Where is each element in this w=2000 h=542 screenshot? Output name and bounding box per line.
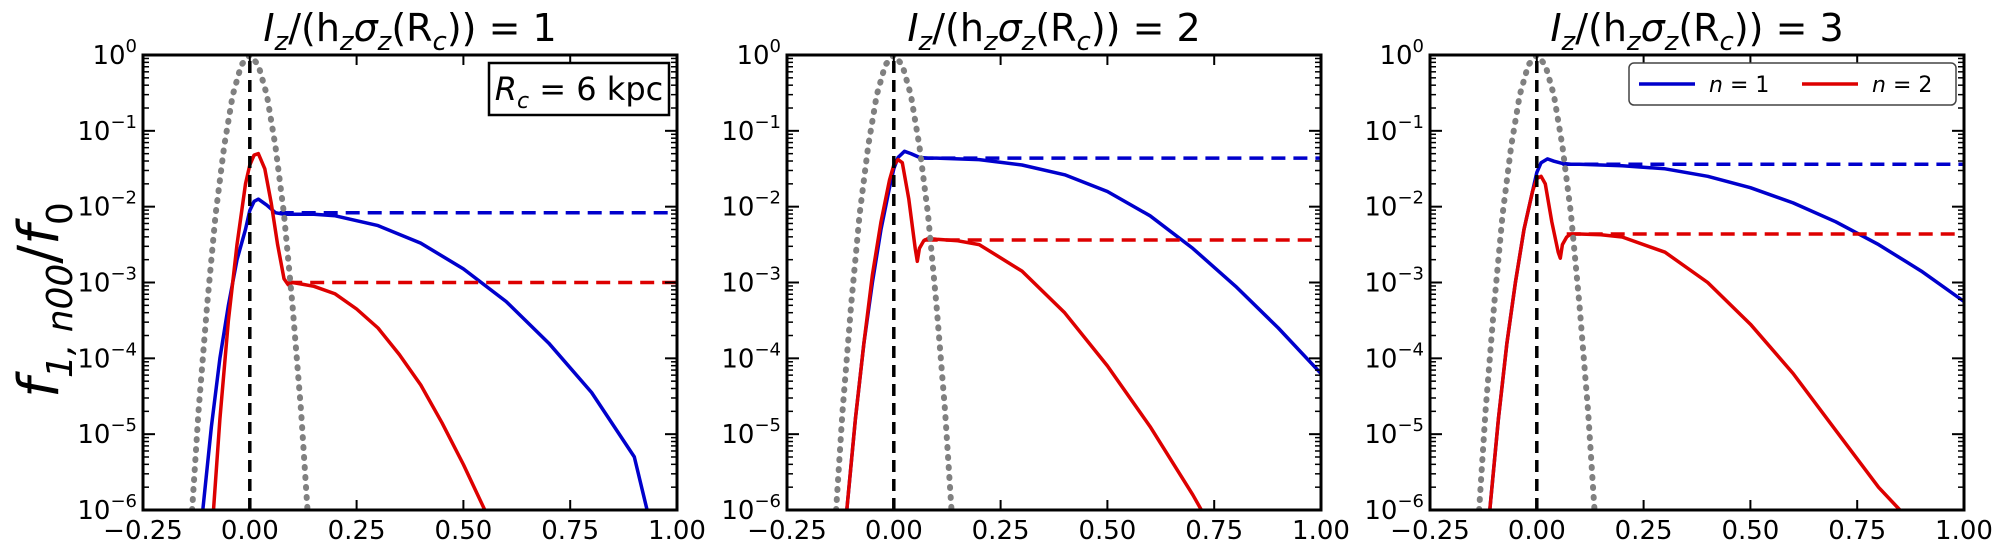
x-tick-label: −0.25 — [747, 516, 827, 542]
y-tick-label: 100 — [1379, 36, 1424, 71]
y-tick-label: 10−6 — [1364, 491, 1424, 526]
y-tick-label: 10−1 — [1364, 112, 1424, 147]
x-tick-label: 0.25 — [328, 516, 386, 542]
y-tick-label: 10−2 — [77, 188, 137, 223]
y-axis-label: f1, n00/f0 — [7, 202, 81, 398]
series-line-5-dotted — [189, 55, 311, 510]
x-tick-label: 0.50 — [434, 516, 492, 542]
x-tick-label: 0.25 — [1615, 516, 1673, 542]
x-tick-label: 0.00 — [221, 516, 279, 542]
series-line-1-solid — [201, 197, 649, 510]
y-tick-label: 10−5 — [77, 415, 137, 450]
panel-title: Iz/(hzσz(Rc)) = 2 — [907, 6, 1200, 57]
panel-1: −0.25 0.00 0.25 0.50 0.75 1.00 100 10−1 10−2 10−3… — [77, 6, 706, 542]
y-tick-label: 10−1 — [77, 112, 137, 147]
series-line-3-solid — [845, 157, 1203, 510]
x-tick-label: −0.25 — [1390, 516, 1470, 542]
annotation-box: Rc = 6 kpc — [487, 61, 671, 117]
series-line-3-solid — [211, 151, 487, 510]
legend: n = 1 n = 2 — [1628, 62, 1957, 106]
panel-title: Iz/(hzσz(Rc)) = 1 — [263, 6, 556, 57]
y-tick-label: 10−4 — [77, 339, 137, 374]
x-tick-label: 1.00 — [1292, 516, 1350, 542]
y-tick-label: 10−4 — [721, 339, 781, 374]
panel-3: −0.25 0.00 0.25 0.50 0.75 1.00 100 10−1 10−2 10−3… — [1364, 6, 1993, 542]
legend-entry-label: n = 1 — [1709, 73, 1769, 98]
y-tick-label: 10−1 — [721, 112, 781, 147]
x-tick-label: 0.25 — [972, 516, 1030, 542]
svg-text:f1, n00/f0: f1, n00/f0 — [7, 202, 81, 398]
y-tick-label: 10−3 — [1364, 264, 1424, 299]
plot-frame — [785, 53, 1323, 512]
x-tick-label: 0.50 — [1721, 516, 1779, 542]
y-tick-label: 10−4 — [1364, 339, 1424, 374]
x-tick-label: 0.75 — [1828, 516, 1886, 542]
x-tick-label: 0.75 — [541, 516, 599, 542]
ylabel-sub: 1, n00 — [40, 264, 81, 378]
annotation-text: Rc = 6 kpc — [495, 70, 663, 114]
y-tick-label: 10−6 — [77, 491, 137, 526]
series-group — [1476, 55, 1964, 510]
panel-title: Iz/(hzσz(Rc)) = 3 — [1550, 6, 1843, 57]
series-line-1-solid — [1488, 157, 1964, 510]
y-tick-label: 10−5 — [721, 415, 781, 450]
series-line-5-dotted — [833, 55, 955, 510]
series-group — [189, 55, 677, 510]
y-tick-label: 10−2 — [1364, 188, 1424, 223]
ylabel-slash: / — [7, 245, 72, 264]
series-line-3-solid — [1488, 174, 1902, 510]
x-tick-label: 0.50 — [1078, 516, 1136, 542]
legend-entry-label: n = 2 — [1872, 73, 1932, 98]
x-tick-label: 0.00 — [865, 516, 923, 542]
x-tick-label: 1.00 — [1935, 516, 1993, 542]
y-tick-label: 10−6 — [721, 491, 781, 526]
series-line-1-solid — [845, 149, 1321, 510]
y-tick-label: 10−3 — [77, 264, 137, 299]
y-tick-label: 10−5 — [1364, 415, 1424, 450]
series-group — [833, 55, 1321, 510]
plot-frame — [1428, 53, 1966, 512]
x-tick-label: 0.00 — [1508, 516, 1566, 542]
series-line-5-dotted — [1476, 55, 1598, 510]
y-tick-label: 100 — [736, 36, 781, 71]
x-tick-label: −0.25 — [103, 516, 183, 542]
x-tick-label: 1.00 — [648, 516, 706, 542]
y-tick-label: 100 — [92, 36, 137, 71]
y-tick-label: 10−2 — [721, 188, 781, 223]
panel-2: −0.25 0.00 0.25 0.50 0.75 1.00 100 10−1 10−2 10−3… — [721, 6, 1350, 542]
ylabel-sub0: 0 — [40, 202, 81, 225]
y-tick-label: 10−3 — [721, 264, 781, 299]
x-tick-label: 0.75 — [1185, 516, 1243, 542]
